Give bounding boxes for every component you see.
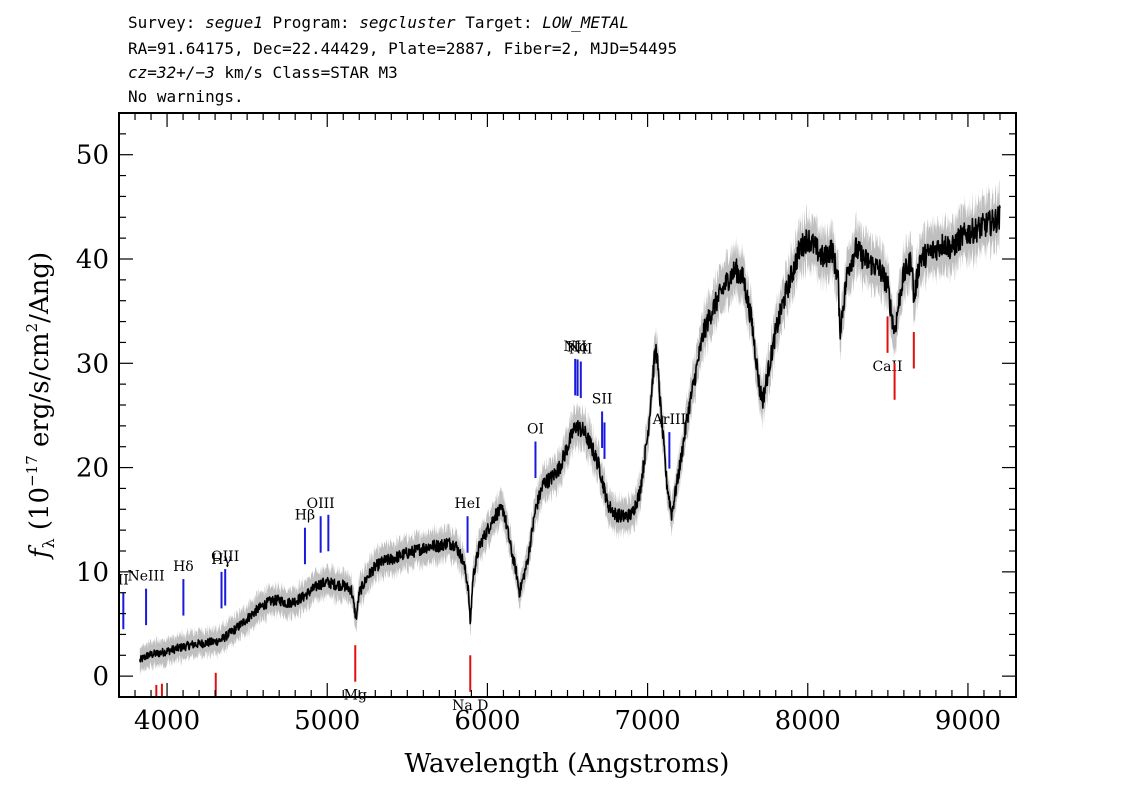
emission-marker-label: Hβ bbox=[295, 508, 315, 524]
tick-labels: 4000 5000 6000 7000 8000 9000 0 10 20 30 40 50 bbox=[76, 141, 1001, 736]
y-tick-label: 20 bbox=[76, 454, 109, 484]
emission-marker-label: Hγ bbox=[211, 552, 232, 568]
emission-marker-label: OI bbox=[527, 422, 544, 438]
header-line-coordinates: RA=91.64175, Dec=22.44429, Plate=2887, F… bbox=[128, 39, 678, 58]
survey-label: Survey: bbox=[128, 13, 196, 32]
y-axis-title-space bbox=[25, 530, 55, 538]
emission-marker-label: Hα bbox=[567, 339, 589, 355]
cz-value: cz=32+/−3 bbox=[128, 63, 215, 82]
emission-marker-label: OIII bbox=[211, 549, 239, 565]
absorption-marker-label: Na D bbox=[452, 698, 488, 714]
y-axis-title: fλ (10−17 erg/s/cm2/Ang) bbox=[23, 252, 58, 560]
emission-marker-label: NII bbox=[564, 339, 587, 355]
absorption-marker-label: Mg bbox=[344, 688, 367, 704]
absorption-marker-label: CaII bbox=[872, 359, 902, 375]
flux-series bbox=[139, 205, 1001, 663]
emission-marker-label: Hδ bbox=[173, 559, 194, 575]
x-tick-label: 5000 bbox=[294, 706, 360, 736]
y-axis-title-sub: λ bbox=[39, 538, 58, 548]
header-line-survey: Survey: segue1 Program: segcluster Targe… bbox=[128, 13, 629, 33]
survey-value: segue1 bbox=[205, 13, 263, 32]
axes bbox=[118, 112, 1017, 698]
target-value: LOW_METAL bbox=[542, 13, 629, 32]
emission-marker-label: NII bbox=[569, 342, 592, 358]
y-tick-label: 40 bbox=[76, 245, 109, 275]
flux-line bbox=[139, 205, 1001, 663]
target-label: Target: bbox=[465, 13, 533, 32]
y-axis-title-mid: erg/s/cm bbox=[25, 332, 55, 455]
x-tick-label: 7000 bbox=[615, 706, 681, 736]
emission-marker-label: SII bbox=[592, 391, 613, 407]
header-line-redshift: cz=32+/−3 km/s Class=STAR M3 bbox=[128, 63, 398, 83]
x-tick-label: 8000 bbox=[775, 706, 841, 736]
y-tick-label: 50 bbox=[76, 141, 109, 171]
emission-marker-label: ArIII bbox=[652, 412, 686, 428]
x-axis-title: Wavelength (Angstroms) bbox=[405, 749, 730, 779]
y-axis-title-pre: (10 bbox=[25, 487, 55, 530]
x-tick-label: 6000 bbox=[454, 706, 520, 736]
emission-marker-label: II bbox=[118, 573, 129, 589]
y-axis-title-post: /Ang) bbox=[25, 252, 55, 323]
y-axis-title-exp1: −17 bbox=[23, 455, 41, 487]
y-tick-label: 10 bbox=[76, 558, 109, 588]
header-line-warnings: No warnings. bbox=[128, 87, 244, 106]
emission-marker-label: OIII bbox=[307, 496, 335, 512]
x-tick-label: 4000 bbox=[134, 706, 200, 736]
program-value: segcluster bbox=[359, 13, 456, 32]
y-axis-title-exp2: 2 bbox=[23, 323, 41, 333]
x-tick-label: 9000 bbox=[935, 706, 1001, 736]
y-tick-label: 30 bbox=[76, 349, 109, 379]
emission-marker-label: HeI bbox=[455, 496, 481, 512]
emission-marker-label: NeIII bbox=[127, 569, 164, 585]
program-label: Program: bbox=[272, 13, 350, 32]
class-text: km/s Class=STAR M3 bbox=[214, 63, 398, 82]
y-tick-label: 0 bbox=[92, 662, 109, 692]
